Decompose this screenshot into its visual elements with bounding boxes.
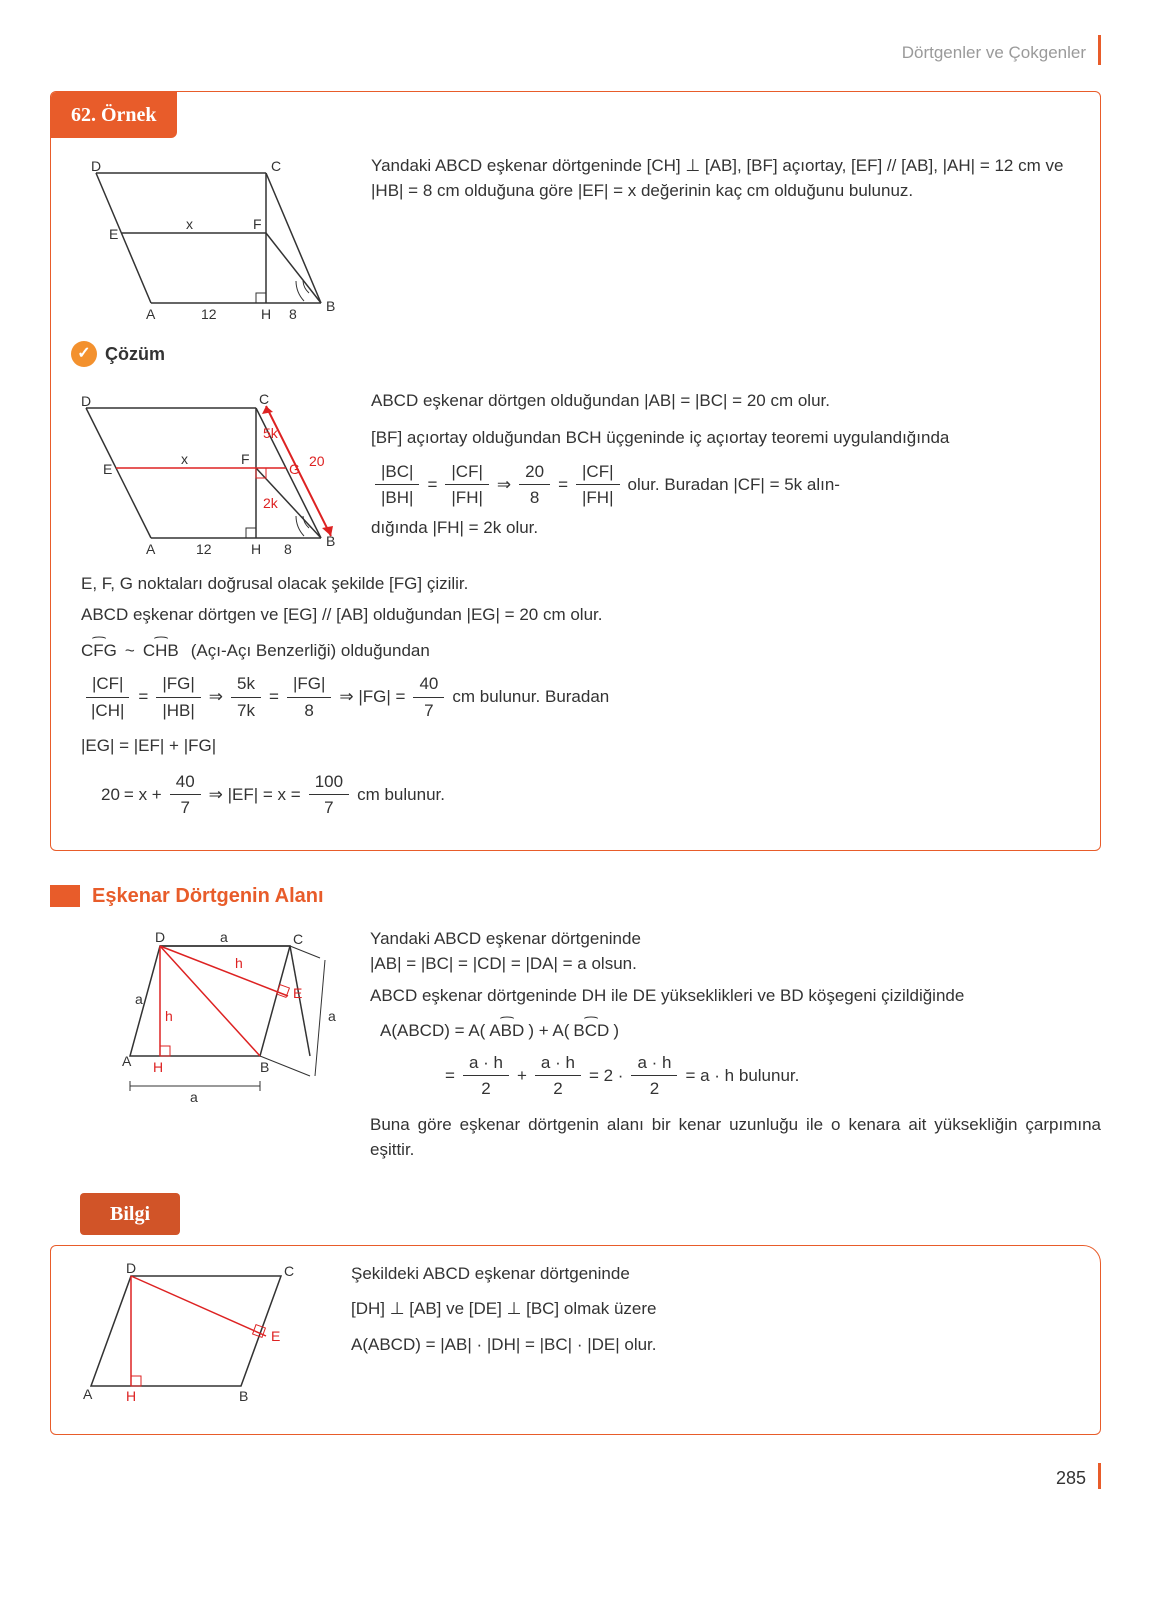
svg-text:G: G bbox=[289, 461, 300, 477]
svg-text:2k: 2k bbox=[263, 495, 279, 511]
svg-text:E: E bbox=[109, 226, 118, 242]
svg-text:a: a bbox=[190, 1089, 198, 1105]
area-text-2: |AB| = |BC| = |CD| = |DA| = a olsun. bbox=[370, 951, 1101, 977]
sol-text-3b: dığında |FH| = 2k olur. bbox=[371, 515, 1080, 541]
page-number: 285 bbox=[50, 1465, 1101, 1492]
sol-similar: CFG ~ CHB (Açı-Açı Benzerliği) olduğunda… bbox=[81, 638, 1070, 664]
svg-text:h: h bbox=[165, 1008, 173, 1024]
bilgi-label: Bilgi bbox=[80, 1193, 180, 1235]
svg-text:a: a bbox=[328, 1008, 336, 1024]
svg-text:A: A bbox=[83, 1386, 93, 1402]
svg-text:20: 20 bbox=[309, 453, 325, 469]
sol-line-efg: E, F, G noktaları doğrusal olacak şekild… bbox=[81, 571, 1070, 597]
sol-eg-line: |EG| = |EF| + |FG| bbox=[81, 733, 1070, 759]
title-bar-icon bbox=[50, 885, 80, 907]
svg-text:F: F bbox=[253, 216, 262, 232]
svg-text:C: C bbox=[259, 391, 269, 407]
svg-text:B: B bbox=[326, 533, 335, 549]
svg-text:12: 12 bbox=[201, 306, 217, 322]
chapter-title: Dörtgenler ve Çokgenler bbox=[902, 43, 1086, 62]
bilgi-text-2: [DH] ⊥ [AB] ve [DE] ⊥ [BC] olmak üzere bbox=[351, 1296, 1080, 1322]
check-icon: ✓ bbox=[71, 341, 97, 367]
sol-final: 20 = x + 407 ⇒ |EF| = x = 1007 cm bulunu… bbox=[81, 769, 1070, 821]
svg-text:H: H bbox=[261, 306, 271, 322]
svg-text:a: a bbox=[220, 929, 228, 945]
svg-text:H: H bbox=[126, 1388, 136, 1404]
svg-text:C: C bbox=[293, 931, 303, 947]
bilgi-diagram: D C A B H E bbox=[71, 1261, 331, 1419]
problem-diagram: D C E F A H B x 12 8 bbox=[71, 153, 351, 331]
svg-text:x: x bbox=[181, 451, 188, 467]
problem-text: Yandaki ABCD eşkenar dörtgeninde [CH] ⊥ … bbox=[371, 153, 1080, 331]
svg-text:E: E bbox=[103, 461, 112, 477]
area-text-1: Yandaki ABCD eşkenar dörtgeninde bbox=[370, 926, 1101, 952]
solution-header: ✓ Çözüm bbox=[51, 331, 1100, 373]
svg-text:a: a bbox=[135, 991, 143, 1007]
sol-text-2: [BF] açıortay olduğundan BCH üçgeninde i… bbox=[371, 425, 1080, 451]
area-text-4: Buna göre eşkenar dörtgenin alanı bir ke… bbox=[370, 1112, 1101, 1163]
bilgi-text-3: A(ABCD) = |AB| · |DH| = |BC| · |DE| olur… bbox=[351, 1332, 1080, 1358]
svg-text:5k: 5k bbox=[263, 425, 279, 441]
svg-text:B: B bbox=[326, 298, 335, 314]
area-text-3: ABCD eşkenar dörtgeninde DH ile DE yükse… bbox=[370, 983, 1101, 1009]
svg-text:F: F bbox=[241, 451, 250, 467]
sol-fraction-1: |BC||BH| = |CF||FH| ⇒ 208 = |CF||FH| olu… bbox=[371, 459, 1080, 511]
svg-text:12: 12 bbox=[196, 541, 212, 557]
svg-text:C: C bbox=[271, 158, 281, 174]
svg-text:8: 8 bbox=[289, 306, 297, 322]
svg-text:B: B bbox=[239, 1388, 248, 1404]
svg-text:A: A bbox=[146, 306, 156, 322]
svg-text:A: A bbox=[122, 1053, 132, 1069]
svg-text:H: H bbox=[153, 1059, 163, 1075]
solution-label: Çözüm bbox=[105, 341, 165, 368]
svg-text:B: B bbox=[260, 1059, 269, 1075]
solution-diagram: D C E F G A H B x 12 8 5k 2k 20 bbox=[71, 388, 351, 566]
svg-text:H: H bbox=[251, 541, 261, 557]
svg-text:x: x bbox=[186, 216, 193, 232]
svg-text:D: D bbox=[126, 1261, 136, 1276]
sol-fraction-2: |CF||CH| = |FG||HB| ⇒ 5k7k = |FG|8 ⇒ |FG… bbox=[81, 671, 1070, 723]
svg-text:E: E bbox=[271, 1328, 280, 1344]
sol-text-1: ABCD eşkenar dörtgen olduğundan |AB| = |… bbox=[371, 388, 1080, 414]
svg-text:D: D bbox=[81, 393, 91, 409]
svg-text:h: h bbox=[235, 955, 243, 971]
svg-text:A: A bbox=[146, 541, 156, 557]
svg-text:D: D bbox=[91, 158, 101, 174]
svg-text:C: C bbox=[284, 1263, 294, 1279]
svg-text:E: E bbox=[293, 985, 302, 1001]
chapter-header: Dörtgenler ve Çokgenler bbox=[50, 40, 1101, 66]
area-section-title: Eşkenar Dörtgenin Alanı bbox=[50, 881, 1101, 911]
example-box: 62. Örnek D bbox=[50, 91, 1101, 851]
bilgi-box: D C A B H E Şekildeki ABCD eşkenar dörtg… bbox=[50, 1245, 1101, 1435]
sol-line-abcd: ABCD eşkenar dörtgen ve [EG] // [AB] old… bbox=[81, 602, 1070, 628]
bilgi-text-1: Şekildeki ABCD eşkenar dörtgeninde bbox=[351, 1261, 1080, 1287]
area-formula-2: = a · h2 + a · h2 = 2 · a · h2 = a · h b… bbox=[370, 1050, 1101, 1102]
svg-text:8: 8 bbox=[284, 541, 292, 557]
area-title: Eşkenar Dörtgenin Alanı bbox=[92, 881, 324, 911]
svg-text:D: D bbox=[155, 929, 165, 945]
area-diagram: D C A B H E a a a a h h bbox=[50, 926, 350, 1163]
area-formula: A(ABCD) = A( ABD ) + A( BCD ) bbox=[370, 1018, 1101, 1044]
example-label: 62. Örnek bbox=[51, 92, 177, 138]
